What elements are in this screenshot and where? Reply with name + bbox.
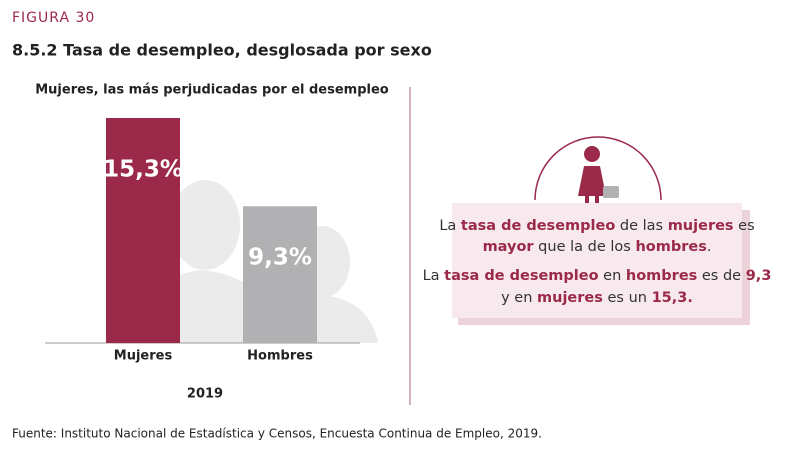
callout-text: 9,3 bbox=[746, 268, 772, 284]
callout-text: de las bbox=[615, 218, 667, 234]
bar bbox=[106, 118, 180, 343]
source: Fuente: Instituto Nacional de Estadístic… bbox=[12, 427, 542, 441]
callout-text: La bbox=[423, 268, 445, 284]
bar bbox=[243, 206, 317, 343]
callout-text: . bbox=[707, 239, 712, 255]
x-tick-label: Hombres bbox=[247, 349, 313, 364]
callout-text: mujeres bbox=[537, 290, 603, 306]
callout-text: en bbox=[599, 268, 626, 284]
value-label: 15,3% bbox=[103, 157, 183, 183]
callout-text: es bbox=[734, 218, 755, 234]
value-label: 9,3% bbox=[248, 245, 312, 271]
callout-text: y en bbox=[501, 290, 537, 306]
woman-icon bbox=[578, 146, 606, 204]
callout-text: 15,3. bbox=[652, 290, 693, 306]
x-axis-label: 2019 bbox=[187, 387, 223, 402]
figure-label: FIGURA 30 bbox=[12, 10, 95, 26]
icon-arc bbox=[534, 136, 662, 201]
callout-text: hombres bbox=[635, 239, 706, 255]
callout-text: mayor bbox=[483, 239, 535, 255]
callout-line: La tasa de desempleo en hombres es de 9,… bbox=[423, 268, 772, 284]
callout-line: mayor que la de los hombres. bbox=[483, 239, 712, 255]
callout-box bbox=[452, 203, 742, 318]
x-tick-label: Mujeres bbox=[114, 349, 173, 364]
callout-text: La bbox=[439, 218, 461, 234]
callout-text: hombres bbox=[626, 268, 697, 284]
chart-title: Mujeres, las más perjudicadas por el des… bbox=[35, 83, 389, 98]
callout-text: mujeres bbox=[668, 218, 734, 234]
callout-line: La tasa de desempleo de las mujeres es bbox=[439, 218, 754, 234]
title: 8.5.2 Tasa de desempleo, desglosada por … bbox=[12, 41, 432, 60]
callout-text: que la de los bbox=[534, 239, 636, 255]
callout-text: tasa de desempleo bbox=[444, 268, 598, 284]
callout-text: es un bbox=[603, 290, 652, 306]
callout-line: y en mujeres es un 15,3. bbox=[501, 290, 693, 306]
bag-icon bbox=[603, 186, 619, 198]
callout-text: tasa de desempleo bbox=[461, 218, 615, 234]
callout-text: es de bbox=[697, 268, 745, 284]
